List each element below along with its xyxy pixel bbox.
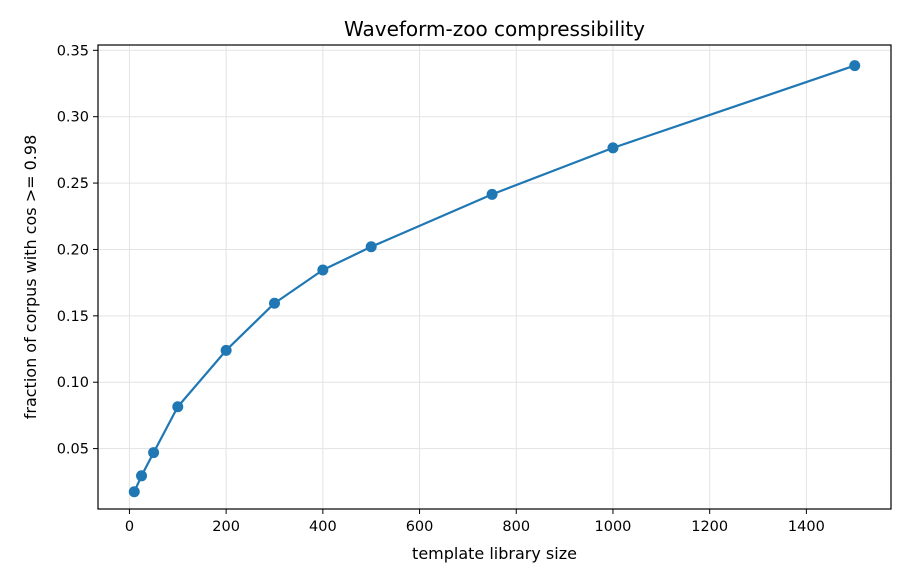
- data-point: [607, 142, 619, 154]
- x-tick-label: 800: [502, 519, 530, 535]
- data-point: [220, 344, 232, 356]
- x-tick-label: 200: [212, 519, 240, 535]
- y-tick-label: 0.25: [57, 176, 89, 192]
- y-tick-label: 0.10: [57, 375, 89, 391]
- plot-frame: [97, 44, 892, 510]
- series-layer: [128, 60, 861, 498]
- y-tick-label: 0.15: [57, 309, 89, 325]
- series-line: [133, 64, 856, 493]
- data-point: [486, 188, 498, 200]
- data-point: [128, 486, 140, 498]
- y-tick-label: 0.30: [57, 110, 89, 126]
- axis-ticks: 0 200 400 600 800 1000 1200 1400 0.05 0.10 0.15 0.2…: [57, 43, 825, 535]
- x-tick-label: 1000: [595, 519, 632, 535]
- chart-title: Waveform-zoo compressibility: [344, 17, 645, 41]
- x-tick-label: 0: [125, 519, 134, 535]
- y-axis-label: fraction of corpus with cos >= 0.98: [21, 135, 40, 420]
- grid: [98, 45, 891, 509]
- data-point: [365, 241, 377, 253]
- y-tick-label: 0.35: [57, 43, 89, 59]
- data-point: [148, 447, 160, 459]
- data-point: [849, 60, 861, 72]
- data-point: [172, 401, 184, 413]
- data-point: [136, 470, 148, 482]
- x-tick-label: 400: [309, 519, 337, 535]
- data-point: [317, 264, 329, 276]
- x-tick-label: 1400: [788, 519, 825, 535]
- x-tick-label: 1200: [691, 519, 728, 535]
- data-point: [268, 297, 280, 309]
- y-tick-label: 0.20: [57, 242, 89, 258]
- y-tick-label: 0.05: [57, 442, 89, 458]
- x-axis-label: template library size: [412, 544, 577, 563]
- x-tick-label: 600: [406, 519, 434, 535]
